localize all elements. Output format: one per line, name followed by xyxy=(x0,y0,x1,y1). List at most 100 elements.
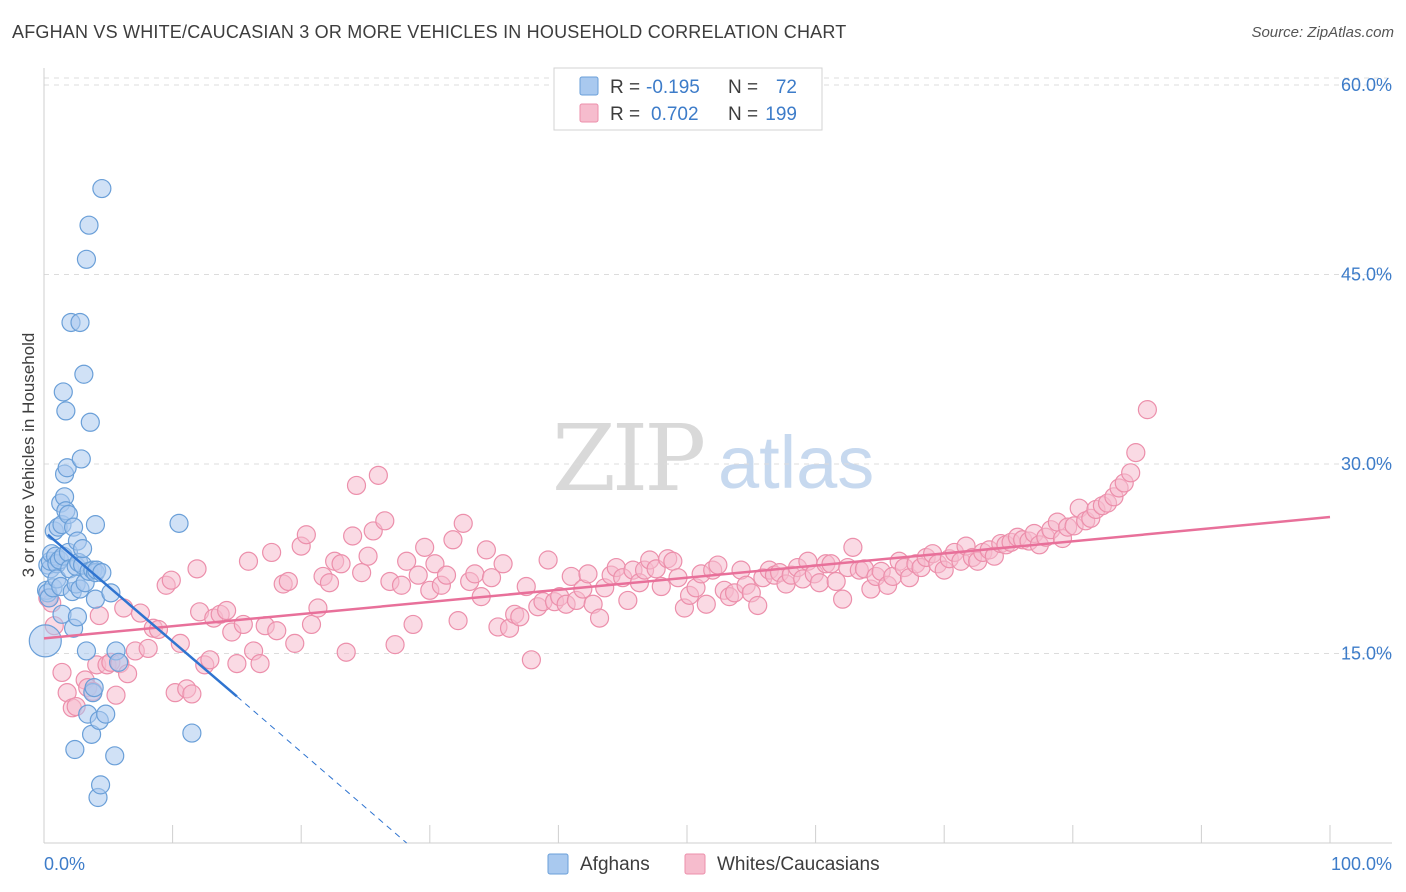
afghan-trend-extension xyxy=(236,696,407,844)
white-point xyxy=(319,573,340,593)
white-trend-line xyxy=(43,515,1331,640)
afghan-point xyxy=(28,624,62,658)
white-point xyxy=(826,571,846,592)
white-point xyxy=(278,571,298,592)
white-point xyxy=(1126,443,1146,463)
afghan-point xyxy=(53,382,73,402)
white-point xyxy=(227,653,247,674)
white-point xyxy=(200,650,220,670)
y-tick-label-3: 60.0% xyxy=(1341,75,1392,95)
bottom-legend-white-label: Whites/Caucasians xyxy=(717,854,880,875)
white-point xyxy=(618,590,638,611)
source-credit: Source: ZipAtlas.com xyxy=(1251,24,1394,41)
white-point xyxy=(397,551,417,571)
y-axis-label: 3 or more Vehicles in Household xyxy=(19,333,38,578)
white-point xyxy=(465,564,485,584)
watermark-zip: ZIP xyxy=(552,405,703,512)
chart-title: AFGHAN VS WHITE/CAUCASIAN 3 OR MORE VEHI… xyxy=(12,22,847,42)
white-point xyxy=(448,611,468,631)
white-point xyxy=(391,575,412,595)
white-point xyxy=(262,542,282,563)
legend-afghan-r-label: R = xyxy=(610,77,640,98)
white-point xyxy=(52,662,72,683)
afghan-point xyxy=(105,746,125,766)
afghan-points xyxy=(28,178,202,808)
x-tick-label-left: 0.0% xyxy=(44,854,85,874)
white-point xyxy=(748,595,768,616)
white-point xyxy=(296,525,316,545)
y-tick-label-0: 15.0% xyxy=(1341,643,1392,663)
legend-white-r-label: R = xyxy=(610,104,640,125)
afghan-point xyxy=(70,312,90,333)
legend-white-n-label: N = xyxy=(728,104,758,125)
white-point xyxy=(589,608,610,628)
bottom-legend-white-swatch xyxy=(684,853,706,875)
white-point xyxy=(408,565,428,585)
afghan-point xyxy=(79,215,99,235)
white-point xyxy=(385,635,405,655)
white-point xyxy=(89,605,109,626)
afghan-point xyxy=(57,458,77,478)
watermark: ZIP atlas xyxy=(552,405,874,512)
white-point xyxy=(375,511,395,531)
white-point xyxy=(161,570,181,590)
legend-white-n-value: 199 xyxy=(765,104,797,125)
white-point xyxy=(521,650,541,670)
white-point xyxy=(138,638,158,659)
white-point xyxy=(114,598,134,618)
afghan-point xyxy=(67,607,88,627)
white-point xyxy=(481,568,502,588)
white-point xyxy=(696,594,716,614)
white-point xyxy=(415,537,435,557)
white-point xyxy=(217,600,237,621)
afghan-point xyxy=(108,652,129,672)
white-point xyxy=(403,614,423,635)
afghan-point xyxy=(80,412,100,432)
white-point xyxy=(578,564,598,584)
white-point xyxy=(336,642,356,662)
white-point xyxy=(443,530,463,550)
white-point xyxy=(301,614,322,635)
white-point xyxy=(267,621,287,641)
white-point xyxy=(476,540,496,560)
afghan-point xyxy=(90,775,111,795)
white-point xyxy=(516,576,536,597)
afghan-point xyxy=(169,513,189,533)
white-point xyxy=(238,551,259,571)
white-point xyxy=(1137,400,1157,420)
y-tick-label-2: 45.0% xyxy=(1341,264,1392,284)
afghan-point xyxy=(76,641,97,661)
afghan-point xyxy=(92,563,112,583)
afghan-point xyxy=(182,723,202,743)
series-legend: Afghans Whites/Caucasians xyxy=(547,853,880,875)
bottom-legend-afghan-label: Afghans xyxy=(580,854,650,875)
afghan-point xyxy=(76,249,97,269)
white-point xyxy=(436,565,457,585)
trend-lines xyxy=(43,515,1331,844)
white-point xyxy=(170,633,190,653)
white-point xyxy=(708,555,728,575)
white-point xyxy=(663,551,683,571)
legend-box xyxy=(553,67,823,131)
white-point xyxy=(346,475,367,496)
afghan-point xyxy=(65,739,85,760)
white-point xyxy=(493,554,513,574)
afghan-point xyxy=(101,583,121,603)
white-point xyxy=(250,653,270,674)
white-point xyxy=(1121,463,1141,483)
white-point xyxy=(538,550,558,570)
white-point xyxy=(358,546,378,566)
white-point xyxy=(187,559,207,579)
watermark-atlas: atlas xyxy=(718,421,874,504)
white-point xyxy=(331,554,351,574)
white-point xyxy=(182,684,202,704)
white-point xyxy=(651,576,671,597)
white-point xyxy=(809,573,830,593)
afghan-point xyxy=(96,704,116,724)
legend-afghan-swatch xyxy=(579,76,599,96)
white-point xyxy=(343,526,363,546)
y-tick-label-1: 30.0% xyxy=(1341,454,1392,474)
afghan-point xyxy=(74,364,94,384)
white-point xyxy=(833,589,853,609)
